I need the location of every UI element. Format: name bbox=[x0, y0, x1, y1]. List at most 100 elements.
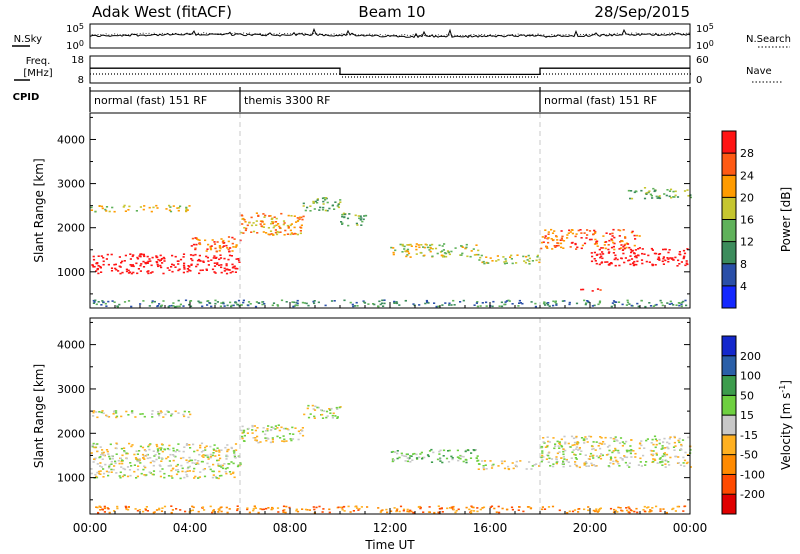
data-pixel bbox=[156, 207, 159, 209]
data-pixel bbox=[252, 509, 255, 512]
data-pixel bbox=[469, 255, 472, 258]
data-pixel bbox=[614, 264, 617, 267]
data-pixel bbox=[284, 427, 287, 430]
data-pixel bbox=[405, 453, 408, 455]
data-pixel bbox=[316, 199, 319, 201]
data-pixel bbox=[662, 263, 665, 265]
data-pixel bbox=[618, 442, 622, 444]
data-pixel bbox=[564, 449, 567, 452]
data-pixel bbox=[409, 509, 412, 512]
power-region-7 bbox=[478, 254, 541, 265]
data-pixel bbox=[156, 448, 159, 450]
data-pixel bbox=[177, 443, 180, 445]
data-pixel bbox=[461, 252, 464, 255]
data-pixel bbox=[595, 455, 599, 457]
data-pixel bbox=[662, 256, 665, 258]
data-pixel bbox=[282, 427, 286, 430]
data-pixel bbox=[244, 229, 247, 232]
data-pixel bbox=[110, 267, 114, 269]
data-pixel bbox=[630, 304, 633, 307]
data-pixel bbox=[315, 506, 318, 509]
data-pixel bbox=[127, 300, 131, 302]
data-pixel bbox=[437, 505, 440, 507]
data-pixel bbox=[218, 264, 221, 267]
data-pixel bbox=[619, 247, 622, 249]
data-pixel bbox=[561, 235, 564, 238]
data-pixel bbox=[93, 265, 96, 268]
data-pixel bbox=[666, 441, 669, 444]
data-pixel bbox=[254, 429, 257, 432]
data-pixel bbox=[479, 508, 482, 511]
data-pixel bbox=[189, 509, 192, 512]
radar-title: Adak West (fitACF) bbox=[92, 3, 232, 21]
velocity-cbtick-3: 15 bbox=[740, 409, 754, 422]
colorbar-swatch bbox=[722, 434, 736, 456]
data-pixel bbox=[583, 438, 586, 440]
data-pixel bbox=[157, 265, 160, 268]
power-ytick-2: 3000 bbox=[57, 178, 85, 191]
data-pixel bbox=[667, 260, 670, 263]
data-pixel bbox=[633, 263, 636, 266]
data-pixel bbox=[648, 302, 651, 304]
data-pixel bbox=[436, 252, 439, 255]
data-pixel bbox=[580, 450, 583, 452]
data-pixel bbox=[265, 430, 268, 432]
data-pixel bbox=[446, 250, 450, 252]
data-pixel bbox=[583, 464, 586, 466]
data-pixel bbox=[500, 460, 503, 462]
data-pixel bbox=[668, 437, 671, 440]
data-pixel bbox=[434, 247, 438, 250]
data-pixel bbox=[381, 509, 384, 511]
data-pixel bbox=[604, 436, 607, 439]
data-pixel bbox=[302, 205, 305, 207]
data-pixel bbox=[630, 449, 633, 451]
data-pixel bbox=[184, 510, 187, 513]
data-pixel bbox=[184, 471, 187, 473]
data-pixel bbox=[336, 416, 339, 418]
nave-trace bbox=[90, 73, 691, 78]
data-pixel bbox=[276, 304, 279, 306]
data-pixel bbox=[477, 468, 480, 470]
data-pixel bbox=[683, 190, 687, 192]
data-pixel bbox=[401, 244, 404, 247]
data-pixel bbox=[155, 443, 158, 446]
data-pixel bbox=[669, 257, 672, 259]
data-pixel bbox=[545, 302, 548, 305]
data-pixel bbox=[293, 305, 296, 307]
data-pixel bbox=[158, 447, 161, 449]
data-pixel bbox=[662, 508, 665, 510]
data-pixel bbox=[644, 464, 647, 466]
data-pixel bbox=[274, 221, 278, 223]
data-pixel bbox=[623, 244, 626, 247]
data-pixel bbox=[408, 457, 411, 459]
data-pixel bbox=[633, 252, 636, 255]
data-pixel bbox=[571, 510, 575, 513]
data-pixel bbox=[675, 455, 678, 458]
data-pixel bbox=[419, 507, 422, 510]
data-pixel bbox=[383, 302, 386, 305]
data-pixel bbox=[289, 229, 292, 232]
data-pixel bbox=[265, 439, 268, 442]
data-pixel bbox=[586, 229, 589, 231]
data-pixel bbox=[677, 462, 680, 464]
data-pixel bbox=[311, 404, 314, 407]
freq-trace bbox=[90, 67, 690, 76]
data-pixel bbox=[169, 465, 172, 467]
data-pixel bbox=[437, 305, 440, 308]
data-pixel bbox=[158, 508, 161, 511]
data-pixel bbox=[540, 456, 543, 459]
data-pixel bbox=[348, 213, 351, 215]
data-pixel bbox=[205, 255, 208, 258]
data-pixel bbox=[448, 449, 451, 452]
data-pixel bbox=[215, 477, 218, 479]
data-pixel bbox=[144, 466, 147, 469]
data-pixel bbox=[248, 511, 251, 514]
data-pixel bbox=[522, 510, 525, 513]
data-pixel bbox=[647, 254, 650, 257]
data-pixel bbox=[617, 229, 620, 231]
data-pixel bbox=[605, 241, 608, 243]
data-pixel bbox=[251, 425, 254, 428]
data-pixel bbox=[95, 475, 98, 478]
data-pixel bbox=[167, 465, 170, 467]
data-pixel bbox=[126, 475, 130, 478]
